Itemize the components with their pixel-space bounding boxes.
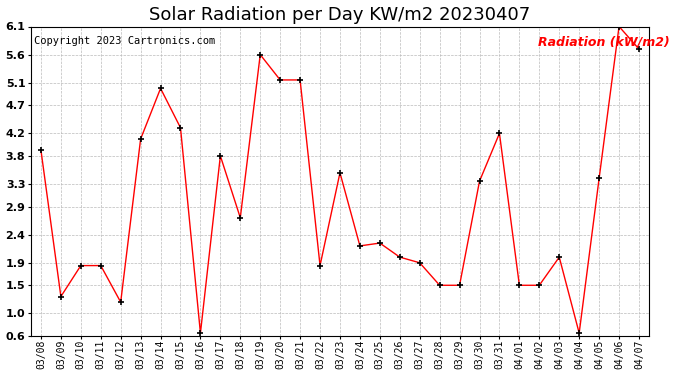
- Text: Copyright 2023 Cartronics.com: Copyright 2023 Cartronics.com: [34, 36, 215, 46]
- Text: Radiation (kW/m2): Radiation (kW/m2): [538, 36, 669, 49]
- Title: Solar Radiation per Day KW/m2 20230407: Solar Radiation per Day KW/m2 20230407: [149, 6, 531, 24]
